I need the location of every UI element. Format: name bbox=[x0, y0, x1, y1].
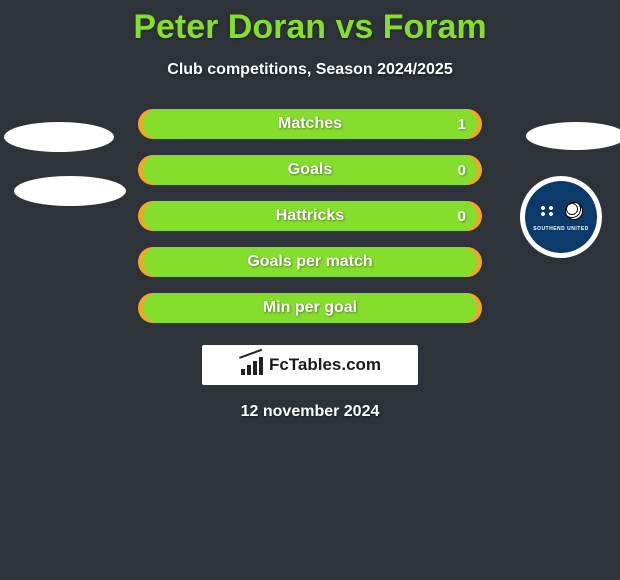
stat-bars: Matches 1 Goals 0 Hattricks 0 Goals per match M… bbox=[138, 109, 482, 323]
club-badge-inner: SOUTHEND UNITED bbox=[525, 181, 597, 253]
bar-label: Matches bbox=[278, 115, 342, 133]
stat-bar: Goals per match bbox=[138, 247, 482, 277]
bar-value: 1 bbox=[458, 116, 466, 133]
bar-label: Goals per match bbox=[247, 253, 372, 271]
stat-bar: Goals 0 bbox=[138, 155, 482, 185]
page-title: Peter Doran vs Foram bbox=[0, 0, 620, 47]
stat-bar: Min per goal bbox=[138, 293, 482, 323]
football-icon bbox=[565, 202, 583, 220]
player-left-badge-1 bbox=[4, 122, 114, 152]
club-badge: SOUTHEND UNITED bbox=[520, 176, 602, 258]
player-left-badge-2 bbox=[14, 176, 126, 206]
subtitle: Club competitions, Season 2024/2025 bbox=[0, 61, 620, 79]
date-text: 12 november 2024 bbox=[0, 403, 620, 421]
chart-icon bbox=[239, 355, 263, 375]
bar-label: Min per goal bbox=[263, 299, 357, 317]
bar-value: 0 bbox=[458, 208, 466, 225]
waves-icon bbox=[539, 204, 561, 218]
bar-value: 0 bbox=[458, 162, 466, 179]
logo-text: FcTables.com bbox=[269, 355, 381, 375]
club-text: SOUTHEND UNITED bbox=[533, 226, 589, 232]
stat-bar: Matches 1 bbox=[138, 109, 482, 139]
bar-label: Goals bbox=[288, 161, 332, 179]
player-right-badge bbox=[526, 122, 620, 150]
stat-bar: Hattricks 0 bbox=[138, 201, 482, 231]
fctables-logo: FcTables.com bbox=[202, 345, 418, 385]
bar-label: Hattricks bbox=[276, 207, 344, 225]
